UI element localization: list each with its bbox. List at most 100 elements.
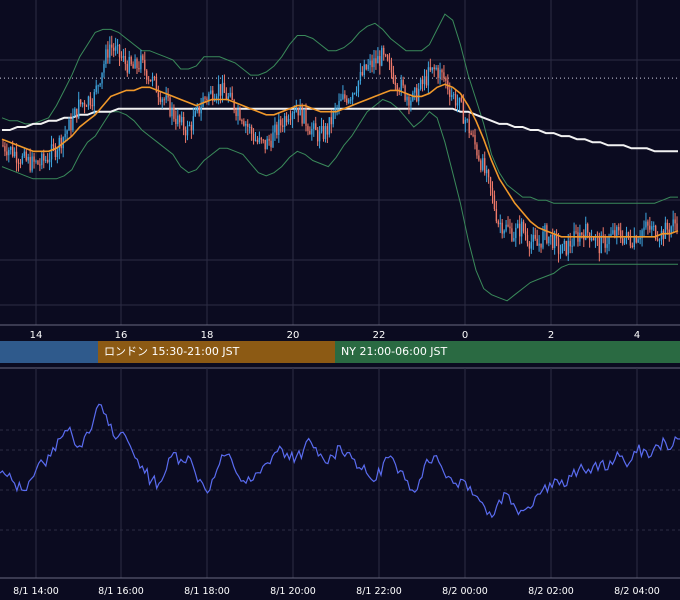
candle-up <box>287 119 290 123</box>
candle-up <box>328 117 330 135</box>
candle-up <box>192 116 195 131</box>
osc-x-tick-label: 8/2 02:00 <box>528 586 574 597</box>
candle-down <box>552 234 554 249</box>
candle-up <box>530 241 533 249</box>
candle-down <box>285 116 288 123</box>
candle-up <box>639 237 641 240</box>
candle-down <box>260 137 263 140</box>
candle-up <box>600 235 602 254</box>
candle-down <box>239 109 241 120</box>
candle-down <box>662 230 665 239</box>
candle-down <box>416 87 418 102</box>
candle-up <box>74 108 76 117</box>
candle-down <box>136 59 138 68</box>
candle-down <box>472 134 474 136</box>
candle-down <box>79 99 82 105</box>
candle-down <box>621 238 624 244</box>
candle-down <box>247 123 249 127</box>
candle-down <box>169 97 171 117</box>
candle-up <box>313 123 315 129</box>
candle-up <box>573 231 575 246</box>
candle-up <box>672 219 674 227</box>
candle-down <box>433 67 435 70</box>
candle-down <box>487 169 490 178</box>
candle-down <box>394 82 397 85</box>
session-asia <box>0 341 98 363</box>
candle-down <box>474 135 476 145</box>
candle-up <box>548 236 550 244</box>
candle-up <box>181 116 183 123</box>
candle-down <box>429 67 432 71</box>
candle-up <box>56 150 59 158</box>
candle-down <box>402 79 404 86</box>
candle-down <box>654 225 657 240</box>
candle-up <box>274 124 276 133</box>
candle-up <box>363 64 365 76</box>
candle-up <box>45 159 47 161</box>
candle-up <box>338 101 340 108</box>
candle-up <box>550 234 552 237</box>
candle-up <box>21 155 24 164</box>
candle-up <box>340 99 342 102</box>
candle-down <box>83 102 86 106</box>
price-x-tick-label: 4 <box>634 330 640 341</box>
candle-up <box>217 84 220 97</box>
candle-up <box>513 238 515 241</box>
candle-down <box>144 59 146 71</box>
candle-up <box>103 64 105 73</box>
candle-up <box>140 55 142 70</box>
candle-up <box>58 137 60 151</box>
candle-down <box>524 231 527 236</box>
candle-down <box>46 159 49 163</box>
candle-down <box>76 108 78 118</box>
candle-up <box>177 115 179 125</box>
candle-up <box>295 107 297 112</box>
candle-down <box>635 236 637 243</box>
candle-down <box>6 151 8 156</box>
candle-down <box>159 97 161 103</box>
candle-down <box>25 151 27 161</box>
candle-down <box>4 146 6 152</box>
candle-up <box>188 124 191 126</box>
candle-down <box>60 137 62 149</box>
bollinger-lower-line <box>1 98 678 302</box>
candle-up <box>520 221 523 237</box>
candle-up <box>161 99 163 103</box>
candle-up <box>311 128 313 135</box>
candle-up <box>651 226 653 230</box>
candle-up <box>194 111 196 117</box>
candle-up <box>13 151 16 157</box>
candle-up <box>400 79 402 92</box>
candle-up <box>359 71 362 82</box>
candle-up <box>48 159 51 163</box>
candle-down <box>167 95 169 98</box>
candle-up <box>351 93 354 100</box>
candle-down <box>179 115 181 123</box>
candle-up <box>610 233 612 236</box>
candle-down <box>163 99 165 101</box>
candle-down <box>52 144 55 147</box>
candle-up <box>35 160 37 162</box>
candle-up <box>625 232 628 238</box>
candle-down <box>522 221 525 232</box>
candle-up <box>81 102 84 105</box>
candle-up <box>227 96 229 100</box>
candle-up <box>503 230 505 234</box>
candle-down <box>371 60 373 68</box>
candle-up <box>114 46 117 51</box>
candle-up <box>245 123 247 126</box>
candle-down <box>142 55 144 60</box>
osc-x-tick-label: 8/1 22:00 <box>356 586 402 597</box>
candle-up <box>336 107 338 109</box>
candle-down <box>33 156 35 162</box>
candle-down <box>322 126 325 139</box>
candle-down <box>383 47 385 55</box>
candle-down <box>365 64 367 70</box>
candle-down <box>674 219 676 224</box>
candle-down <box>282 125 284 127</box>
candle-down <box>620 230 622 239</box>
candle-up <box>66 130 68 134</box>
candle-down <box>37 160 39 165</box>
candle-up <box>517 223 519 228</box>
candle-up <box>381 47 383 66</box>
